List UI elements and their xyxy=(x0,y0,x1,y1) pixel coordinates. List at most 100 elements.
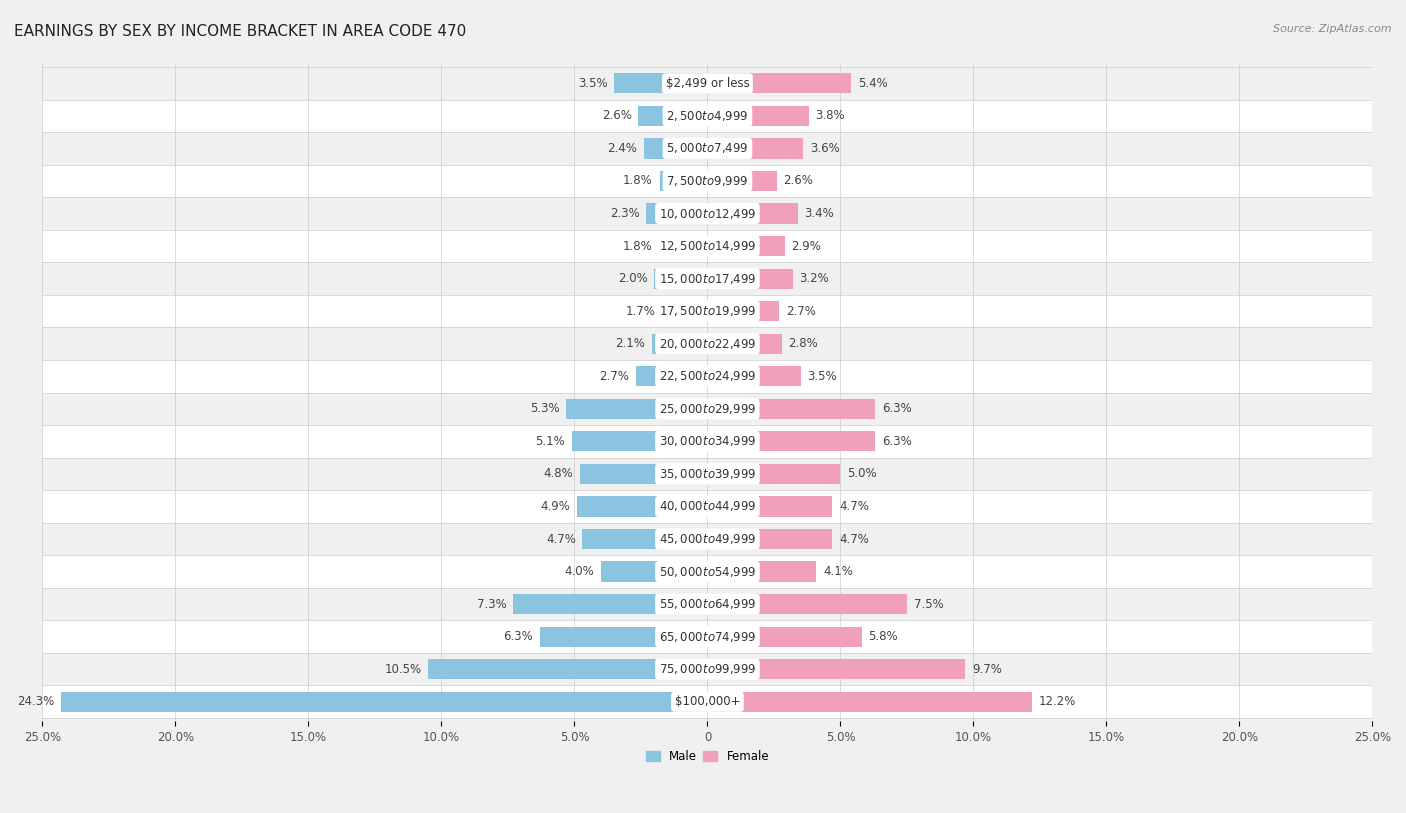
Bar xyxy=(42,458,1372,490)
Bar xyxy=(42,490,1372,523)
Bar xyxy=(567,398,707,419)
Text: 2.7%: 2.7% xyxy=(786,305,815,318)
Text: $50,000 to $54,999: $50,000 to $54,999 xyxy=(658,564,756,579)
Bar xyxy=(576,497,707,516)
Text: 1.8%: 1.8% xyxy=(623,175,652,188)
Bar xyxy=(707,692,1032,712)
Bar xyxy=(707,627,862,647)
Bar xyxy=(707,464,841,484)
Bar xyxy=(42,263,1372,295)
Text: 3.2%: 3.2% xyxy=(799,272,830,285)
Bar xyxy=(707,529,832,549)
Text: $17,500 to $19,999: $17,500 to $19,999 xyxy=(658,304,756,318)
Bar xyxy=(662,301,707,321)
Text: 4.1%: 4.1% xyxy=(823,565,853,578)
Bar xyxy=(707,171,776,191)
Text: 5.3%: 5.3% xyxy=(530,402,560,415)
Bar xyxy=(513,594,707,614)
Bar xyxy=(42,425,1372,458)
Bar xyxy=(707,268,793,289)
Text: 24.3%: 24.3% xyxy=(17,695,55,708)
Bar xyxy=(707,659,966,680)
Bar xyxy=(42,99,1372,133)
Text: 12.2%: 12.2% xyxy=(1039,695,1076,708)
Bar xyxy=(654,268,707,289)
Text: $40,000 to $44,999: $40,000 to $44,999 xyxy=(658,499,756,514)
Bar xyxy=(659,171,707,191)
Text: $30,000 to $34,999: $30,000 to $34,999 xyxy=(658,434,756,448)
Text: 2.0%: 2.0% xyxy=(617,272,648,285)
Legend: Male, Female: Male, Female xyxy=(641,746,775,768)
Text: 6.3%: 6.3% xyxy=(503,630,533,643)
Text: 4.9%: 4.9% xyxy=(540,500,571,513)
Text: 2.7%: 2.7% xyxy=(599,370,628,383)
Text: $2,499 or less: $2,499 or less xyxy=(665,76,749,89)
Text: 4.0%: 4.0% xyxy=(565,565,595,578)
Bar xyxy=(42,588,1372,620)
Text: 3.5%: 3.5% xyxy=(578,76,607,89)
Text: 4.8%: 4.8% xyxy=(543,467,574,480)
Text: 6.3%: 6.3% xyxy=(882,435,911,448)
Bar xyxy=(579,464,707,484)
Bar xyxy=(42,198,1372,230)
Bar xyxy=(707,301,779,321)
Text: $35,000 to $39,999: $35,000 to $39,999 xyxy=(658,467,756,481)
Text: $10,000 to $12,499: $10,000 to $12,499 xyxy=(658,207,756,220)
Text: $5,000 to $7,499: $5,000 to $7,499 xyxy=(666,141,749,155)
Bar xyxy=(42,653,1372,685)
Bar xyxy=(707,366,800,386)
Bar xyxy=(707,333,782,354)
Text: $7,500 to $9,999: $7,500 to $9,999 xyxy=(666,174,749,188)
Bar xyxy=(707,236,785,256)
Bar xyxy=(42,133,1372,165)
Text: 7.3%: 7.3% xyxy=(477,598,506,611)
Bar xyxy=(42,393,1372,425)
Text: 4.7%: 4.7% xyxy=(839,533,869,546)
Text: $12,500 to $14,999: $12,500 to $14,999 xyxy=(658,239,756,253)
Text: 3.5%: 3.5% xyxy=(807,370,837,383)
Bar xyxy=(42,620,1372,653)
Text: 10.5%: 10.5% xyxy=(384,663,422,676)
Bar xyxy=(42,360,1372,393)
Text: 2.9%: 2.9% xyxy=(792,240,821,253)
Text: $2,500 to $4,999: $2,500 to $4,999 xyxy=(666,109,749,123)
Bar xyxy=(707,73,851,93)
Bar xyxy=(707,497,832,516)
Text: $45,000 to $49,999: $45,000 to $49,999 xyxy=(658,532,756,546)
Text: 9.7%: 9.7% xyxy=(972,663,1002,676)
Text: 1.8%: 1.8% xyxy=(623,240,652,253)
Bar xyxy=(707,398,875,419)
Bar xyxy=(636,366,707,386)
Text: 5.4%: 5.4% xyxy=(858,76,887,89)
Bar xyxy=(707,594,907,614)
Text: 1.7%: 1.7% xyxy=(626,305,655,318)
Text: 2.1%: 2.1% xyxy=(614,337,645,350)
Bar xyxy=(707,138,803,159)
Bar xyxy=(644,138,707,159)
Text: 4.7%: 4.7% xyxy=(839,500,869,513)
Text: $100,000+: $100,000+ xyxy=(675,695,740,708)
Text: 3.6%: 3.6% xyxy=(810,142,839,155)
Bar xyxy=(42,555,1372,588)
Text: $25,000 to $29,999: $25,000 to $29,999 xyxy=(659,402,756,415)
Text: $75,000 to $99,999: $75,000 to $99,999 xyxy=(658,663,756,676)
Text: 5.1%: 5.1% xyxy=(536,435,565,448)
Bar xyxy=(582,529,707,549)
Bar xyxy=(42,685,1372,718)
Text: 2.8%: 2.8% xyxy=(789,337,818,350)
Text: 4.7%: 4.7% xyxy=(546,533,576,546)
Text: $65,000 to $74,999: $65,000 to $74,999 xyxy=(658,630,756,644)
Bar xyxy=(572,431,707,451)
Text: 5.0%: 5.0% xyxy=(846,467,877,480)
Text: 3.8%: 3.8% xyxy=(815,110,845,123)
Bar xyxy=(647,203,707,224)
Text: 2.4%: 2.4% xyxy=(607,142,637,155)
Bar xyxy=(42,523,1372,555)
Bar xyxy=(42,295,1372,328)
Bar xyxy=(42,328,1372,360)
Bar xyxy=(707,203,797,224)
Bar xyxy=(707,431,875,451)
Text: $15,000 to $17,499: $15,000 to $17,499 xyxy=(658,272,756,285)
Text: 6.3%: 6.3% xyxy=(882,402,911,415)
Text: Source: ZipAtlas.com: Source: ZipAtlas.com xyxy=(1274,24,1392,34)
